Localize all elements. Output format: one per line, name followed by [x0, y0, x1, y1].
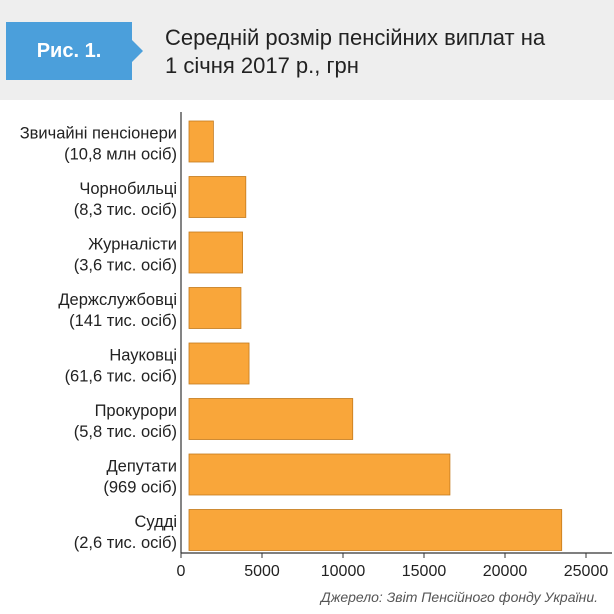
- category-sublabel: (2,6 тис. осіб): [74, 534, 177, 552]
- badge-pointer: [132, 40, 143, 62]
- category-sublabel: (61,6 тис. осіб): [65, 368, 177, 386]
- category-label: Прокурори: [95, 402, 177, 420]
- bar: [188, 342, 250, 385]
- chart-title: Середній розмір пенсійних виплат на 1 сі…: [165, 24, 595, 80]
- x-tick-label: 15000: [402, 563, 447, 580]
- bar: [188, 176, 247, 218]
- x-tick-label: 10000: [321, 563, 366, 580]
- category-label: Депутати: [107, 458, 178, 476]
- bar: [188, 287, 242, 329]
- bar: [188, 398, 354, 440]
- bar: [188, 453, 451, 496]
- category-label: Звичайні пенсіонери: [20, 125, 177, 143]
- category-label: Журналісти: [88, 236, 177, 254]
- category-sublabel: (10,8 млн осіб): [64, 146, 177, 164]
- chart-title-line-2: 1 січня 2017 р., грн: [165, 53, 359, 78]
- category-sublabel: (969 осіб): [103, 479, 177, 497]
- bar: [188, 509, 563, 551]
- bar: [188, 231, 243, 274]
- category-label: Чорнобильці: [79, 180, 177, 198]
- category-sublabel: (3,6 тис. осіб): [74, 257, 177, 275]
- x-tick-label: 5000: [244, 563, 280, 580]
- category-label: Науковці: [109, 347, 177, 365]
- x-tick-label: 20000: [483, 563, 528, 580]
- figure-label-badge: Рис. 1.: [6, 22, 132, 80]
- category-sublabel: (141 тис. осіб): [69, 312, 177, 330]
- category-sublabel: (5,8 тис. осіб): [74, 423, 177, 441]
- category-sublabel: (8,3 тис. осіб): [74, 201, 177, 219]
- x-tick-label: 0: [177, 563, 186, 580]
- category-label: Держслужбовці: [58, 291, 177, 309]
- x-tick-label: 25000: [564, 563, 609, 580]
- chart-title-line-1: Середній розмір пенсійних виплат на: [165, 25, 546, 50]
- bar: [188, 120, 214, 163]
- category-label: Судді: [134, 513, 177, 531]
- source-note: Джерело: Звіт Пенсійного фонду України.: [320, 589, 598, 605]
